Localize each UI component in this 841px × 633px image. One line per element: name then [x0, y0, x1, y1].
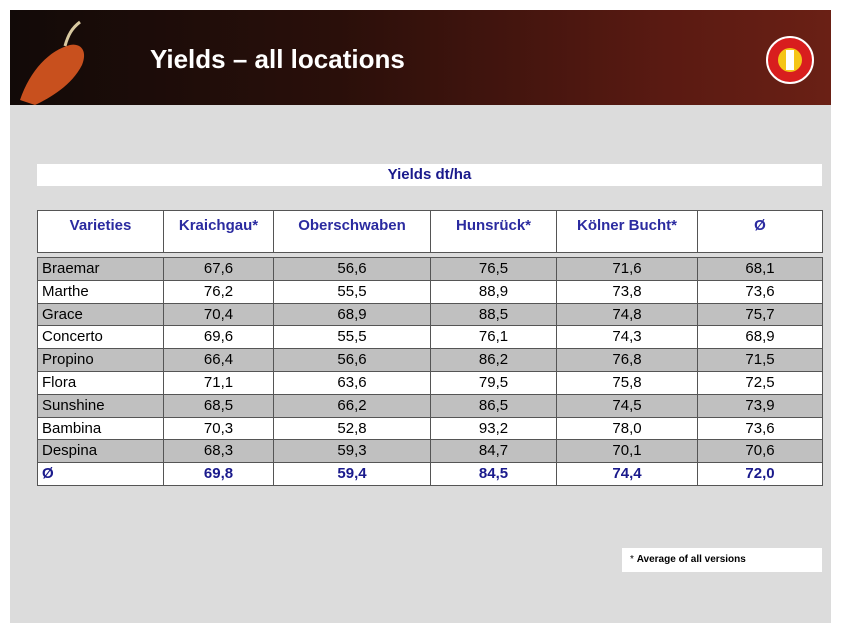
value-cell: 76,8	[556, 348, 698, 372]
title: Yields – all locations	[150, 44, 405, 74]
value-cell: 73,8	[556, 279, 698, 304]
value-cell: 70,4	[163, 302, 274, 327]
average-cell: 84,5	[430, 462, 557, 486]
value-cell: 66,2	[273, 393, 431, 418]
value-cell: 66,4	[163, 348, 274, 372]
column-header: Kraichgau*	[163, 210, 274, 253]
value-cell: 52,8	[273, 416, 431, 441]
value-cell: 70,6	[697, 439, 823, 464]
value-cell: 71,1	[163, 371, 274, 395]
footnote-text: Average of all versions	[636, 554, 746, 565]
value-cell: 79,5	[430, 371, 557, 395]
variety-cell: Grace	[37, 302, 164, 327]
value-cell: 88,9	[430, 279, 557, 304]
value-cell: 86,2	[430, 348, 557, 372]
header-image	[20, 20, 85, 105]
value-cell: 55,5	[273, 325, 431, 350]
variety-cell: Braemar	[37, 257, 164, 281]
column-header: Kölner Bucht*	[556, 210, 698, 253]
value-cell: 59,3	[273, 439, 431, 464]
value-cell: 86,5	[430, 393, 557, 418]
value-cell: 55,5	[273, 279, 431, 304]
value-cell: 75,7	[697, 302, 823, 327]
value-cell: 76,2	[163, 279, 274, 304]
average-cell: 74,4	[556, 462, 698, 486]
value-cell: 68,5	[163, 393, 274, 418]
header-band: Yields – all locations	[10, 10, 831, 105]
value-cell: 74,3	[556, 325, 698, 350]
variety-cell: Marthe	[37, 279, 164, 304]
value-cell: 74,8	[556, 302, 698, 327]
average-cell: Ø	[37, 462, 164, 486]
value-cell: 93,2	[430, 416, 557, 441]
variety-cell: Sunshine	[37, 393, 164, 418]
value-cell: 71,6	[556, 257, 698, 281]
column-header: Hunsrück*	[430, 210, 557, 253]
logo	[766, 36, 814, 84]
value-cell: 68,9	[273, 302, 431, 327]
value-cell: 68,9	[697, 325, 823, 350]
value-cell: 68,3	[163, 439, 274, 464]
value-cell: 70,1	[556, 439, 698, 464]
value-cell: 78,0	[556, 416, 698, 441]
column-header: Oberschwaben	[273, 210, 431, 253]
value-cell: 73,6	[697, 279, 823, 304]
value-cell: 74,5	[556, 393, 698, 418]
footnote: * Average of all versions	[622, 548, 822, 572]
value-cell: 76,1	[430, 325, 557, 350]
value-cell: 84,7	[430, 439, 557, 464]
value-cell: 56,6	[273, 348, 431, 372]
value-cell: 72,5	[697, 371, 823, 395]
slide: Yields – all locations Yields dt/ha Vari…	[10, 10, 831, 623]
value-cell: 73,9	[697, 393, 823, 418]
average-cell: 72,0	[697, 462, 823, 486]
value-cell: 63,6	[273, 371, 431, 395]
average-cell: 69,8	[163, 462, 274, 486]
value-cell: 88,5	[430, 302, 557, 327]
value-cell: 68,1	[697, 257, 823, 281]
value-cell: 71,5	[697, 348, 823, 372]
value-cell: 76,5	[430, 257, 557, 281]
variety-cell: Bambina	[37, 416, 164, 441]
variety-cell: Despina	[37, 439, 164, 464]
footnote-marker: *	[630, 554, 634, 565]
average-cell: 59,4	[273, 462, 431, 486]
value-cell: 73,6	[697, 416, 823, 441]
column-header: Ø	[697, 210, 823, 253]
variety-cell: Flora	[37, 371, 164, 395]
value-cell: 69,6	[163, 325, 274, 350]
variety-cell: Concerto	[37, 325, 164, 350]
variety-cell: Propino	[37, 348, 164, 372]
column-header: Varieties	[37, 210, 164, 253]
value-cell: 67,6	[163, 257, 274, 281]
table-caption: Yields dt/ha	[37, 164, 822, 186]
value-cell: 56,6	[273, 257, 431, 281]
value-cell: 70,3	[163, 416, 274, 441]
value-cell: 75,8	[556, 371, 698, 395]
